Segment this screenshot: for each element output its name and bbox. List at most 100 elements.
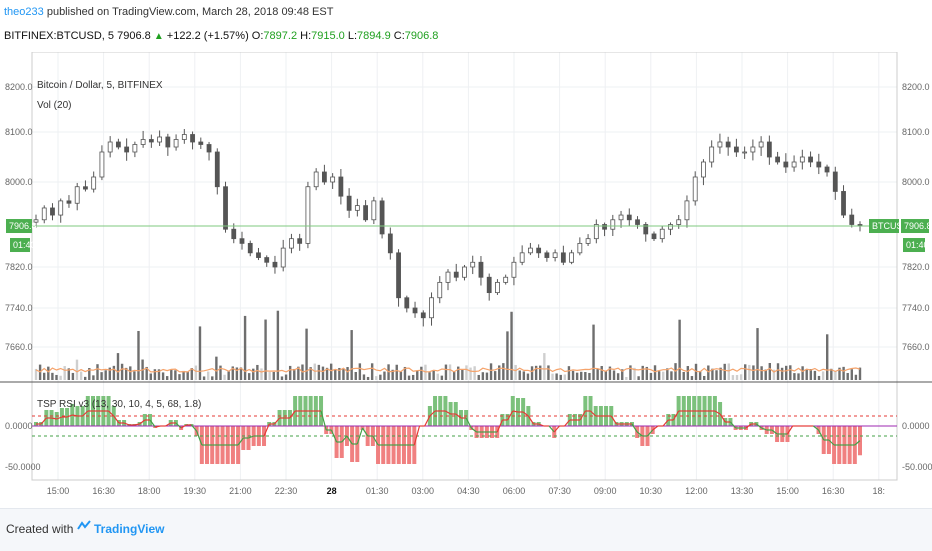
volume-bar — [678, 319, 681, 380]
volume-bar — [608, 366, 612, 380]
volume-bar — [526, 373, 530, 380]
rsi-line-segment — [191, 424, 198, 432]
rsi-line-segment — [165, 422, 172, 427]
rsi-line-segment — [631, 423, 638, 433]
rsi-line-segment — [320, 410, 327, 431]
volume-bar — [260, 368, 263, 380]
volume-bar — [346, 367, 349, 380]
symbol-name: BITFINEX:BTCUSD, 5 — [4, 30, 115, 42]
rsi-line-segment — [652, 425, 659, 431]
volume-bar — [79, 371, 83, 380]
time-tick-label: 22:30 — [275, 486, 298, 496]
volume-bar — [354, 371, 357, 380]
candle-body — [132, 144, 138, 153]
rsi-line-segment — [196, 430, 203, 446]
candle-body — [816, 161, 822, 168]
chart-svg[interactable]: 8200.0 8100.0 8000.0 7820.0 7740.0 7660.0 820… — [0, 51, 932, 500]
volume-bar — [338, 367, 341, 380]
candle-body — [808, 156, 813, 163]
volume-bar — [686, 366, 690, 380]
volume-bar — [785, 365, 788, 380]
open-value: 7897.2 — [263, 30, 298, 42]
volume-bar — [366, 376, 370, 380]
candle-body — [33, 219, 39, 223]
time-tick-label: 07:30 — [548, 486, 571, 496]
candle-body — [354, 205, 360, 211]
volume-bar — [252, 368, 255, 380]
volume-bar — [744, 364, 747, 380]
volume-bar — [760, 366, 763, 380]
high-label: H: — [300, 30, 312, 42]
rsi-line-segment — [522, 411, 529, 417]
low-label: L: — [347, 30, 358, 42]
time-tick-label: 13:30 — [731, 486, 754, 496]
rsi-line-segment — [548, 425, 555, 433]
volume-bar — [444, 364, 448, 380]
time-tick-label: 12:00 — [685, 486, 708, 496]
tradingview-link[interactable]: TradingView — [94, 522, 165, 536]
rsi-line-segment — [72, 414, 78, 417]
volume-bar — [268, 371, 271, 380]
rsi-line-segment — [356, 427, 364, 445]
volume-bar — [116, 353, 120, 380]
candle-body — [124, 146, 130, 153]
volume-bar — [329, 363, 333, 380]
candle-body — [99, 151, 105, 178]
volume-bar — [580, 371, 583, 380]
candle-body — [750, 146, 756, 153]
volume-bar — [153, 369, 157, 380]
rsi-line-segment — [149, 419, 156, 428]
volume-bar — [502, 363, 505, 380]
candle-body — [495, 281, 500, 294]
volume-bar — [834, 371, 837, 380]
candle-body — [74, 186, 80, 204]
volume-bar — [826, 334, 829, 380]
rsi-line-segment — [289, 410, 296, 419]
candle-body — [783, 161, 789, 168]
candle-body — [635, 219, 640, 225]
volume-bar — [124, 367, 128, 380]
rsi-line-segment — [123, 422, 130, 426]
volume-bar — [809, 369, 813, 380]
volume-bar — [129, 366, 132, 380]
volume-bar — [63, 366, 66, 380]
candle-body — [643, 224, 649, 235]
candle-body — [305, 186, 311, 244]
rsi-line-segment — [175, 422, 182, 429]
volume-bar — [211, 376, 214, 380]
volume-bar — [362, 374, 366, 380]
price-tick-label: 7740.0 — [5, 303, 33, 313]
author-link[interactable]: theo233 — [4, 6, 44, 18]
volume-ma-line — [35, 367, 861, 373]
volume-bar — [662, 371, 665, 380]
volume-bars — [34, 310, 862, 380]
candle-body — [50, 207, 55, 216]
rsi-line-segment — [672, 410, 680, 421]
volume-bar — [370, 363, 374, 380]
volume-bar — [547, 365, 550, 380]
volume-bar — [231, 366, 234, 380]
volume-bar — [34, 368, 38, 380]
volume-bar — [858, 367, 862, 380]
volume-bar — [756, 328, 759, 380]
rsi-line-segment — [729, 421, 737, 429]
candle-body — [775, 156, 780, 163]
volume-bar — [411, 374, 415, 380]
close-label: C: — [393, 30, 405, 42]
rsi-line-segment — [346, 435, 353, 445]
volume-bar — [379, 374, 382, 380]
rsi-line-segment — [647, 429, 654, 437]
volume-bar — [715, 370, 718, 380]
candle-body — [758, 141, 764, 148]
volume-bar — [649, 372, 653, 380]
candle-body — [338, 176, 344, 197]
volume-bar — [703, 375, 706, 380]
price-pane-frame — [31, 51, 898, 383]
publish-text: published on TradingView.com, March 28, … — [46, 6, 334, 18]
rsi-line-segment — [636, 431, 643, 437]
chart-area[interactable]: 8200.0 8100.0 8000.0 7820.0 7740.0 7660.0 820… — [0, 51, 932, 500]
volume-bar — [219, 365, 222, 380]
candle-body — [478, 261, 484, 278]
candle-body — [214, 151, 220, 188]
volume-bar — [830, 368, 833, 380]
